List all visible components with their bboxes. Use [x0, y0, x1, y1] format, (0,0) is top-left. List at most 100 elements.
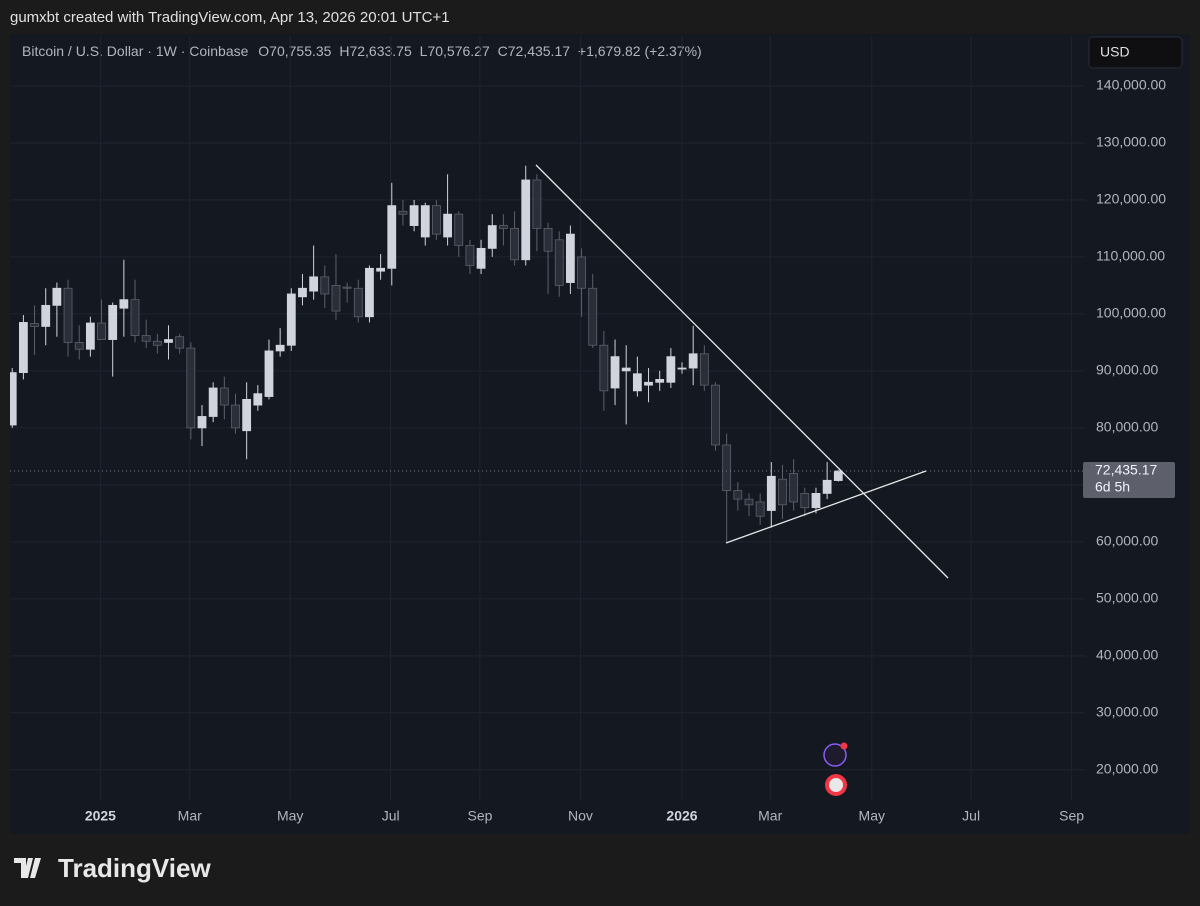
x-tick-label: Jul: [962, 808, 980, 824]
candle-body: [175, 336, 185, 349]
candle-body: [510, 228, 519, 261]
candle-body: [264, 350, 274, 397]
candle-body: [699, 353, 709, 386]
candle-body: [454, 213, 464, 246]
event-icons: [823, 742, 848, 796]
legend: Bitcoin / U.S. Dollar · 1W · Coinbase O7…: [22, 43, 702, 59]
candles: [10, 165, 843, 542]
candle-body: [130, 299, 140, 336]
candle-body: [532, 179, 542, 229]
candle-body: [186, 347, 196, 429]
candle-body: [800, 493, 810, 509]
candle-body: [688, 353, 698, 369]
x-tick-label: 2025: [85, 808, 116, 824]
candle-body: [387, 205, 397, 269]
trend-line: [725, 470, 927, 544]
y-tick-label: 30,000.00: [1096, 704, 1158, 720]
x-tick-label: Nov: [568, 808, 593, 824]
legend-low: L70,576.27: [420, 43, 490, 59]
candle-body: [309, 276, 319, 292]
candle-body: [219, 387, 229, 406]
candle-body: [554, 239, 564, 286]
candle-body: [644, 381, 653, 386]
candle-body: [18, 322, 28, 373]
event-dot: [840, 742, 848, 750]
candle-body: [108, 304, 118, 340]
currency-button[interactable]: [1088, 36, 1183, 69]
x-tick-label: May: [277, 808, 303, 824]
legend-high: H72,633.75: [339, 43, 412, 59]
logo: [14, 858, 41, 878]
candle-body: [621, 367, 631, 372]
candle-body: [119, 299, 129, 309]
candle-body: [376, 267, 386, 272]
candle-body: [320, 276, 330, 295]
candle-body: [632, 373, 642, 392]
y-tick-label: 90,000.00: [1096, 362, 1158, 378]
candle-body: [476, 247, 486, 269]
legend-open: O70,755.35: [258, 43, 331, 59]
candle-body: [409, 205, 419, 226]
flag: [829, 778, 843, 792]
candle-body: [432, 205, 441, 235]
candle-body: [577, 256, 586, 289]
x-tick-label: Sep: [1059, 808, 1084, 824]
candle-body: [97, 322, 106, 340]
y-tick-label: 100,000.00: [1096, 305, 1166, 321]
x-tick-label: Sep: [468, 808, 493, 824]
candle-body: [543, 228, 553, 252]
x-tick-label: Mar: [178, 808, 202, 824]
header: gumxbt created with TradingView.com, Apr…: [10, 9, 450, 26]
y-tick-label: 140,000.00: [1096, 77, 1166, 93]
x-tick-label: Jul: [382, 808, 400, 824]
candle-body: [722, 444, 732, 491]
chart-panel: [10, 34, 1190, 834]
candle-body: [298, 287, 307, 298]
candle-body: [733, 490, 743, 500]
candle-body: [666, 356, 676, 383]
price-label: 72,435.17: [1095, 462, 1157, 478]
legend-close: C72,435.17: [498, 43, 571, 59]
y-tick-label: 120,000.00: [1096, 191, 1166, 207]
candle-body: [588, 287, 598, 346]
y-tick-label: 80,000.00: [1096, 419, 1158, 435]
candle-body: [420, 205, 430, 238]
candle-body: [711, 384, 720, 446]
price-label-box: [1083, 461, 1175, 498]
candle-body: [10, 372, 17, 426]
candle-body: [778, 478, 787, 506]
candle-body: [789, 473, 799, 503]
candle-body: [655, 379, 665, 383]
candle-body: [331, 285, 341, 312]
candle-body: [465, 245, 475, 266]
candle-body: [286, 293, 296, 346]
candle-body: [253, 393, 263, 406]
y-tick-label: 60,000.00: [1096, 533, 1158, 549]
candle-body: [755, 501, 765, 517]
event-icon[interactable]: [823, 743, 847, 767]
y-tick-label: 130,000.00: [1096, 134, 1166, 150]
candle-body: [365, 267, 374, 318]
footer: TradingView: [14, 853, 211, 883]
candle-body: [197, 416, 207, 429]
y-tick-label: 40,000.00: [1096, 647, 1158, 663]
currency[interactable]: USD: [1100, 44, 1130, 60]
candle-body: [443, 213, 452, 238]
x-tick-label: May: [859, 808, 885, 824]
candle-body: [30, 323, 39, 327]
candle-body: [599, 344, 609, 392]
candle-body: [610, 356, 620, 389]
candle-body: [342, 286, 352, 289]
x-tick-label: Mar: [758, 808, 782, 824]
candle-body: [231, 404, 240, 429]
candle-body: [141, 335, 151, 342]
candle-body: [208, 387, 218, 417]
candle-body: [487, 225, 497, 249]
y-tick-label: 50,000.00: [1096, 590, 1158, 606]
candle-body: [164, 339, 173, 343]
candle-body: [74, 341, 84, 350]
candle-body: [152, 340, 162, 346]
x-tick-label: 2026: [666, 808, 697, 824]
